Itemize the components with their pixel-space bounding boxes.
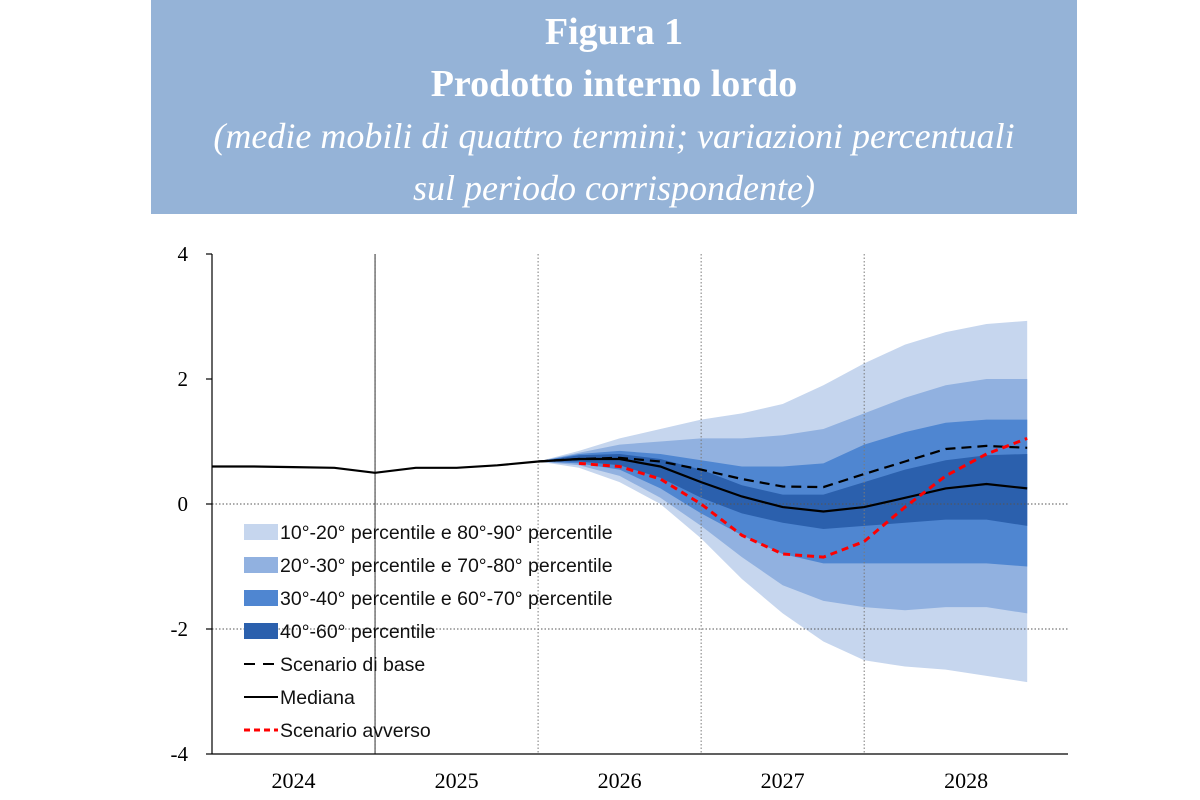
legend-label: Scenario di base	[280, 654, 425, 676]
median-line	[538, 457, 1028, 513]
x-tick-label: 2026	[598, 768, 642, 793]
legend-label: Scenario avverso	[280, 720, 431, 742]
baseline-scenario-line	[538, 444, 1028, 489]
legend-swatch	[244, 623, 278, 639]
band-3	[538, 419, 1028, 567]
gdp-fan-chart: 4 2 0 -2 -4 2024 2025 2026 2027 2028 10°-20° perce…	[171, 242, 1068, 793]
y-tick-label: 4	[178, 242, 189, 266]
figure-subtitle-line2: sul periodo corrispondente)	[413, 168, 815, 208]
legend-swatch	[244, 524, 278, 540]
figure-subtitle-line1: (medie mobili di quattro termini; variaz…	[213, 116, 1015, 156]
figure-title: Prodotto interno lordo	[430, 63, 798, 105]
legend-swatch	[244, 557, 278, 573]
legend-label: 20°-30° percentile e 70°-80° percentile	[280, 555, 613, 577]
legend-label: 10°-20° percentile e 80°-90° percentile	[280, 522, 613, 544]
legend-label: 30°-40° percentile e 60°-70° percentile	[280, 588, 613, 610]
y-tick-label: -4	[171, 742, 189, 766]
history-line	[212, 460, 539, 474]
y-tick-label: 0	[178, 492, 189, 516]
band-4	[538, 454, 1028, 529]
figure-header: Figura 1 Prodotto interno lordo (medie m…	[151, 0, 1077, 214]
x-tick-label: 2027	[761, 768, 805, 793]
figure-label: Figura 1	[544, 11, 684, 53]
y-tick-label: -2	[171, 617, 189, 641]
x-tick-label: 2024	[272, 768, 316, 793]
adverse-scenario-line	[578, 436, 1028, 559]
legend-label: 40°-60° percentile	[280, 621, 435, 643]
x-tick-label: 2028	[944, 768, 988, 793]
x-tick-label: 2025	[435, 768, 479, 793]
legend-swatch	[244, 590, 278, 606]
legend-label: Mediana	[280, 687, 355, 709]
y-tick-label: 2	[178, 367, 189, 391]
